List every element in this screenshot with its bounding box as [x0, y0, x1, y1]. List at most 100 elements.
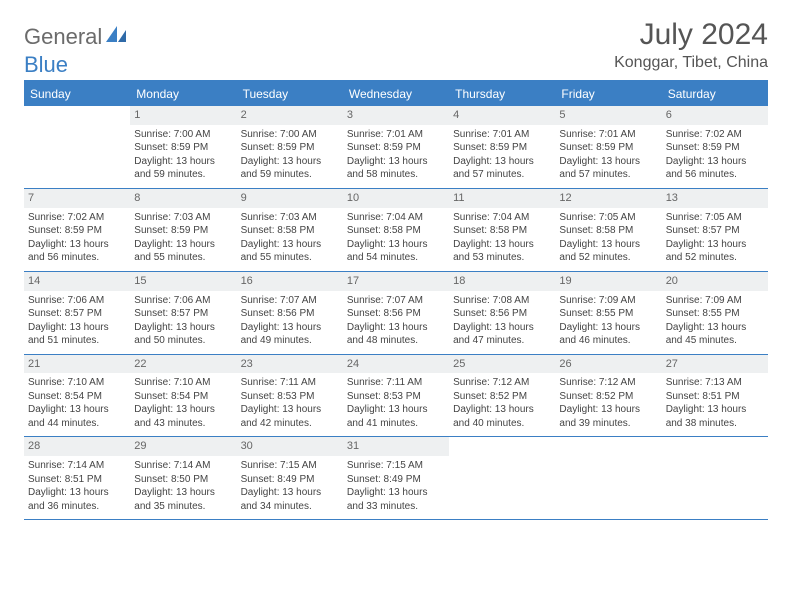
sunset-text: Sunset: 8:55 PM: [666, 307, 764, 321]
sunrise-text: Sunrise: 7:03 AM: [134, 211, 232, 225]
sunrise-text: Sunrise: 7:00 AM: [241, 128, 339, 142]
day-number: 27: [662, 355, 768, 374]
location-subtitle: Konggar, Tibet, China: [614, 54, 768, 72]
daylight-text: Daylight: 13 hours and 41 minutes.: [347, 403, 445, 430]
sunset-text: Sunset: 8:58 PM: [559, 224, 657, 238]
calendar-cell: 27Sunrise: 7:13 AMSunset: 8:51 PMDayligh…: [662, 354, 768, 437]
calendar-cell: 20Sunrise: 7:09 AMSunset: 8:55 PMDayligh…: [662, 271, 768, 354]
daylight-text: Daylight: 13 hours and 42 minutes.: [241, 403, 339, 430]
calendar-cell: 6Sunrise: 7:02 AMSunset: 8:59 PMDaylight…: [662, 106, 768, 188]
day-number: 5: [555, 106, 661, 125]
calendar-cell: 21Sunrise: 7:10 AMSunset: 8:54 PMDayligh…: [24, 354, 130, 437]
daylight-text: Daylight: 13 hours and 56 minutes.: [666, 155, 764, 182]
sunrise-text: Sunrise: 7:06 AM: [134, 294, 232, 308]
calendar-cell: 18Sunrise: 7:08 AMSunset: 8:56 PMDayligh…: [449, 271, 555, 354]
daylight-text: Daylight: 13 hours and 57 minutes.: [559, 155, 657, 182]
calendar-cell: 23Sunrise: 7:11 AMSunset: 8:53 PMDayligh…: [237, 354, 343, 437]
calendar-cell: 4Sunrise: 7:01 AMSunset: 8:59 PMDaylight…: [449, 106, 555, 188]
weekday-header: Friday: [555, 82, 661, 106]
calendar-table: Sunday Monday Tuesday Wednesday Thursday…: [24, 82, 768, 520]
calendar-head: Sunday Monday Tuesday Wednesday Thursday…: [24, 82, 768, 106]
sunset-text: Sunset: 8:59 PM: [134, 141, 232, 155]
day-number: 7: [24, 189, 130, 208]
calendar-cell: [555, 437, 661, 520]
calendar-cell: 30 Sunrise: 7:15 AMSunset: 8:49 PMDayligh…: [237, 437, 343, 520]
daylight-text: Daylight: 13 hours and 47 minutes.: [453, 321, 551, 348]
calendar-row: 28Sunrise: 7:14 AMSunset: 8:51 PMDayligh…: [24, 437, 768, 520]
weekday-header: Tuesday: [237, 82, 343, 106]
sunrise-text: Sunrise: 7:09 AM: [559, 294, 657, 308]
day-number: 1: [130, 106, 236, 125]
day-number: 14: [24, 272, 130, 291]
calendar-cell: [24, 106, 130, 188]
sunset-text: Sunset: 8:59 PM: [666, 141, 764, 155]
day-number: 28: [24, 437, 130, 456]
sunset-text: Sunset: 8:57 PM: [28, 307, 126, 321]
calendar-cell: 3Sunrise: 7:01 AMSunset: 8:59 PMDaylight…: [343, 106, 449, 188]
sunrise-text: Sunrise: 7:09 AM: [666, 294, 764, 308]
calendar-cell: 26Sunrise: 7:12 AMSunset: 8:52 PMDayligh…: [555, 354, 661, 437]
sunset-text: Sunset: 8:59 PM: [241, 141, 339, 155]
day-number: 6: [662, 106, 768, 125]
sunrise-text: Sunrise: 7:11 AM: [241, 376, 339, 390]
sunset-text: Sunset: 8:58 PM: [453, 224, 551, 238]
daylight-text: Daylight: 13 hours and 45 minutes.: [666, 321, 764, 348]
sunrise-text: Sunrise: 7:02 AM: [28, 211, 126, 225]
sunrise-text: Sunrise: 7:01 AM: [453, 128, 551, 142]
daylight-text: Daylight: 13 hours and 51 minutes.: [28, 321, 126, 348]
daylight-text: Daylight: 13 hours and 52 minutes.: [666, 238, 764, 265]
daylight-text: Daylight: 13 hours and 39 minutes.: [559, 403, 657, 430]
day-number: 22: [130, 355, 236, 374]
day-number: 26: [555, 355, 661, 374]
sunrise-text: Sunrise: 7:04 AM: [347, 211, 445, 225]
sunset-text: Sunset: 8:49 PM: [241, 473, 339, 487]
day-number: 4: [449, 106, 555, 125]
calendar-cell: [662, 437, 768, 520]
sunrise-text: Sunrise: 7:14 AM: [134, 459, 232, 473]
weekday-header: Thursday: [449, 82, 555, 106]
sunrise-text: Sunrise: 7:01 AM: [559, 128, 657, 142]
calendar-cell: 22Sunrise: 7:10 AMSunset: 8:54 PMDayligh…: [130, 354, 236, 437]
sunrise-text: Sunrise: 7:08 AM: [453, 294, 551, 308]
brand-name-1: General: [24, 24, 102, 50]
calendar-row: 1Sunrise: 7:00 AMSunset: 8:59 PMDaylight…: [24, 106, 768, 188]
day-number: 30: [237, 437, 343, 456]
calendar-cell: 8Sunrise: 7:03 AMSunset: 8:59 PMDaylight…: [130, 188, 236, 271]
sunset-text: Sunset: 8:51 PM: [666, 390, 764, 404]
brand-logo: General: [24, 24, 130, 50]
daylight-text: Daylight: 13 hours and 59 minutes.: [134, 155, 232, 182]
daylight-text: Daylight: 13 hours and 35 minutes.: [134, 486, 232, 513]
calendar-cell: 14Sunrise: 7:06 AMSunset: 8:57 PMDayligh…: [24, 271, 130, 354]
weekday-header: Saturday: [662, 82, 768, 106]
daylight-text: Daylight: 13 hours and 56 minutes.: [28, 238, 126, 265]
calendar-cell: 17Sunrise: 7:07 AMSunset: 8:56 PMDayligh…: [343, 271, 449, 354]
sunrise-text: Sunrise: 7:01 AM: [347, 128, 445, 142]
sunrise-text: Sunrise: 7:15 AM: [241, 459, 339, 473]
calendar-cell: 19Sunrise: 7:09 AMSunset: 8:55 PMDayligh…: [555, 271, 661, 354]
day-number: 12: [555, 189, 661, 208]
day-number: 15: [130, 272, 236, 291]
sunset-text: Sunset: 8:59 PM: [347, 141, 445, 155]
sunset-text: Sunset: 8:50 PM: [134, 473, 232, 487]
month-title: July 2024: [614, 18, 768, 52]
sunset-text: Sunset: 8:55 PM: [559, 307, 657, 321]
calendar-cell: 13Sunrise: 7:05 AMSunset: 8:57 PMDayligh…: [662, 188, 768, 271]
sunrise-text: Sunrise: 7:11 AM: [347, 376, 445, 390]
sunset-text: Sunset: 8:52 PM: [559, 390, 657, 404]
sunset-text: Sunset: 8:59 PM: [134, 224, 232, 238]
daylight-text: Daylight: 13 hours and 48 minutes.: [347, 321, 445, 348]
day-number: 16: [237, 272, 343, 291]
brand-name-2: Blue: [24, 52, 68, 78]
daylight-text: Daylight: 13 hours and 34 minutes.: [241, 486, 339, 513]
daylight-text: Daylight: 13 hours and 50 minutes.: [134, 321, 232, 348]
calendar-cell: 24Sunrise: 7:11 AMSunset: 8:53 PMDayligh…: [343, 354, 449, 437]
calendar-cell: 7Sunrise: 7:02 AMSunset: 8:59 PMDaylight…: [24, 188, 130, 271]
calendar-cell: [449, 437, 555, 520]
weekday-header: Sunday: [24, 82, 130, 106]
brand-sail-icon: [106, 26, 128, 49]
day-number: 23: [237, 355, 343, 374]
weekday-header: Wednesday: [343, 82, 449, 106]
day-number: 13: [662, 189, 768, 208]
calendar-body: 1Sunrise: 7:00 AMSunset: 8:59 PMDaylight…: [24, 106, 768, 520]
title-block: July 2024 Konggar, Tibet, China: [614, 18, 768, 72]
